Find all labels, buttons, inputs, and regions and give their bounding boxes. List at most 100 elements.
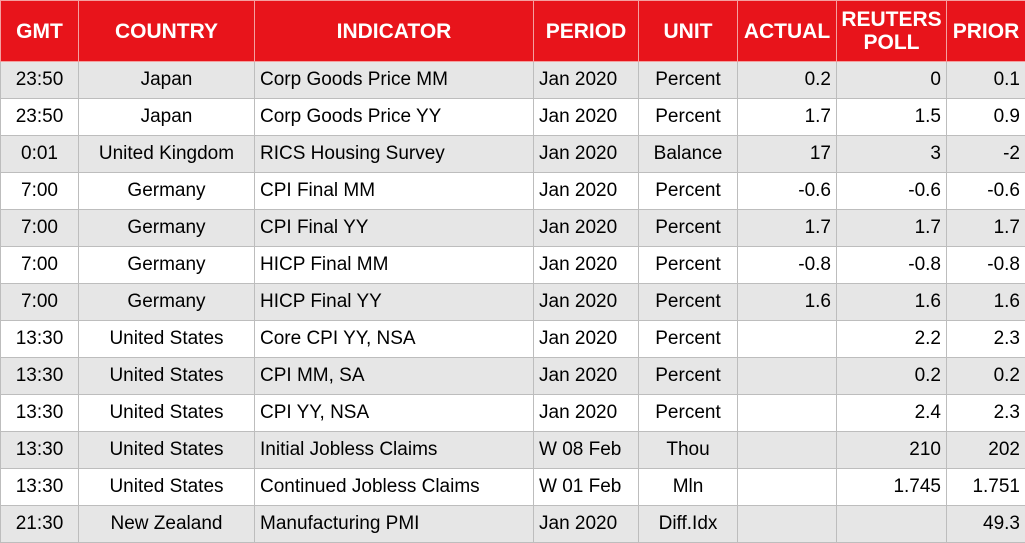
table-cell: Corp Goods Price YY — [254, 98, 534, 136]
table-cell — [737, 505, 837, 543]
table-row: 7:00 Germany HICP Final MM Jan 2020 Percent -… — [0, 246, 1025, 284]
table-cell: Continued Jobless Claims — [254, 468, 534, 506]
table-cell: 1.7 — [836, 209, 947, 247]
column-header: REUTERS POLL — [836, 0, 947, 62]
table-cell — [737, 431, 837, 469]
table-cell: Jan 2020 — [533, 246, 639, 284]
table-row: 13:30 United States Initial Jobless Claims… — [0, 431, 1025, 469]
table-cell: Jan 2020 — [533, 172, 639, 210]
table-cell: Japan — [78, 61, 255, 99]
table-cell — [737, 468, 837, 506]
table-cell: HICP Final MM — [254, 246, 534, 284]
table-cell: Manufacturing PMI — [254, 505, 534, 543]
table-cell: Jan 2020 — [533, 394, 639, 432]
table-cell — [737, 320, 837, 358]
table-row: 13:30 United States CPI YY, NSA Jan 2020 Per… — [0, 394, 1025, 432]
table-cell: 17 — [737, 135, 837, 173]
table-cell: 13:30 — [0, 357, 79, 395]
table-cell: 2.2 — [836, 320, 947, 358]
table-cell: 1.6 — [946, 283, 1025, 321]
table-cell: 202 — [946, 431, 1025, 469]
table-cell: CPI Final YY — [254, 209, 534, 247]
table-row: 7:00 Germany HICP Final YY Jan 2020 Percent 1… — [0, 283, 1025, 321]
table-cell: Corp Goods Price MM — [254, 61, 534, 99]
table-cell: -0.6 — [946, 172, 1025, 210]
table-cell: 210 — [836, 431, 947, 469]
table-cell: Diff.Idx — [638, 505, 738, 543]
table-cell: 21:30 — [0, 505, 79, 543]
table-row: 23:50 Japan Corp Goods Price MM Jan 2020 Per… — [0, 61, 1025, 99]
table-row: 13:30 United States Core CPI YY, NSA Jan 20… — [0, 320, 1025, 358]
table-row: 23:50 Japan Corp Goods Price YY Jan 2020 Per… — [0, 98, 1025, 136]
table-cell: 1.7 — [737, 209, 837, 247]
table-cell: 1.7 — [737, 98, 837, 136]
table-cell: 49.3 — [946, 505, 1025, 543]
table-cell: Thou — [638, 431, 738, 469]
table-cell: Germany — [78, 246, 255, 284]
column-header: PRIOR — [946, 0, 1025, 62]
table-cell: 0.1 — [946, 61, 1025, 99]
table-cell: 1.6 — [836, 283, 947, 321]
table-cell: -0.6 — [836, 172, 947, 210]
table-cell: Jan 2020 — [533, 61, 639, 99]
table-cell: Percent — [638, 172, 738, 210]
table-cell: HICP Final YY — [254, 283, 534, 321]
table-cell: 2.4 — [836, 394, 947, 432]
table-cell: Germany — [78, 283, 255, 321]
column-header: GMT — [0, 0, 79, 62]
table-cell: Jan 2020 — [533, 135, 639, 173]
table-cell: Initial Jobless Claims — [254, 431, 534, 469]
table-row: 13:30 United States CPI MM, SA Jan 2020 Perc… — [0, 357, 1025, 395]
table-cell: Percent — [638, 357, 738, 395]
table-cell: United States — [78, 431, 255, 469]
table-cell: Percent — [638, 61, 738, 99]
table-cell: Jan 2020 — [533, 283, 639, 321]
table-cell: 1.745 — [836, 468, 947, 506]
table-cell: United States — [78, 357, 255, 395]
table-cell: 3 — [836, 135, 947, 173]
table-cell: CPI YY, NSA — [254, 394, 534, 432]
table-cell: Germany — [78, 209, 255, 247]
table-cell: Percent — [638, 394, 738, 432]
table-cell: 2.3 — [946, 320, 1025, 358]
table-cell: United States — [78, 394, 255, 432]
table-cell: 0.9 — [946, 98, 1025, 136]
table-cell: 1.7 — [946, 209, 1025, 247]
table-cell: -0.8 — [836, 246, 947, 284]
table-cell: 1.5 — [836, 98, 947, 136]
table-body: 23:50 Japan Corp Goods Price MM Jan 2020 Per… — [0, 61, 1025, 543]
header-row: GMT COUNTRY INDICATOR PERIOD UNIT ACTUAL REUTE… — [0, 0, 1025, 62]
table-cell: Balance — [638, 135, 738, 173]
table-row: 7:00 Germany CPI Final YY Jan 2020 Percent 1.… — [0, 209, 1025, 247]
table-cell: Core CPI YY, NSA — [254, 320, 534, 358]
table-cell: CPI Final MM — [254, 172, 534, 210]
table-cell: 1.6 — [737, 283, 837, 321]
table-cell: 23:50 — [0, 98, 79, 136]
table-cell: 0.2 — [836, 357, 947, 395]
table-cell: 0.2 — [737, 61, 837, 99]
table-cell: -2 — [946, 135, 1025, 173]
table-cell: 1.751 — [946, 468, 1025, 506]
table-cell: 7:00 — [0, 172, 79, 210]
table-cell: Percent — [638, 98, 738, 136]
table-cell: Percent — [638, 209, 738, 247]
table-cell: Jan 2020 — [533, 357, 639, 395]
table-cell: -0.6 — [737, 172, 837, 210]
table-cell: Japan — [78, 98, 255, 136]
table-cell: Percent — [638, 283, 738, 321]
table-cell: W 01 Feb — [533, 468, 639, 506]
table-row: 21:30 New Zealand Manufacturing PMI Jan 202… — [0, 505, 1025, 543]
table-cell: United Kingdom — [78, 135, 255, 173]
table-cell: 0.2 — [946, 357, 1025, 395]
column-header: UNIT — [638, 0, 738, 62]
column-header: ACTUAL — [737, 0, 837, 62]
table-cell: Jan 2020 — [533, 98, 639, 136]
table-cell: Jan 2020 — [533, 209, 639, 247]
table-cell: United States — [78, 468, 255, 506]
table-cell: -0.8 — [946, 246, 1025, 284]
table-cell: 0 — [836, 61, 947, 99]
table-row: 7:00 Germany CPI Final MM Jan 2020 Percent -0… — [0, 172, 1025, 210]
table-cell: 13:30 — [0, 468, 79, 506]
